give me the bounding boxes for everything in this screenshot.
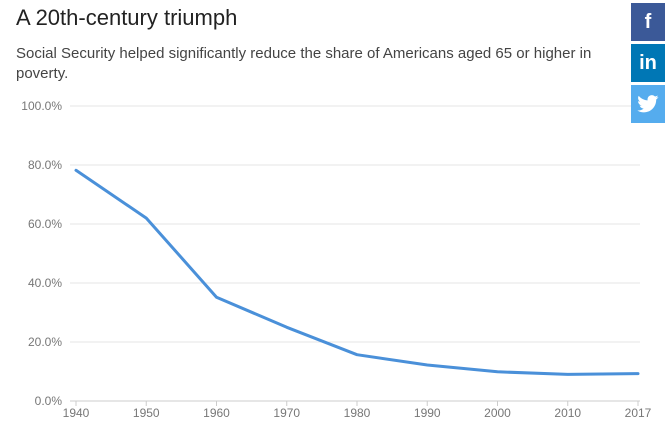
x-tick-label: 1950 (133, 406, 160, 420)
x-tick-label: 1960 (203, 406, 230, 420)
series-line (74, 168, 640, 376)
chart-subtitle: Social Security helped significantly red… (16, 45, 592, 82)
share-twitter-button[interactable] (631, 85, 665, 123)
x-tick-label: 1970 (273, 406, 300, 420)
y-tick-label: 60.0% (28, 217, 62, 231)
facebook-icon: f (644, 11, 652, 33)
chart-title: A 20th-century triumph (16, 5, 238, 30)
share-facebook-button[interactable]: f (631, 3, 665, 41)
y-tick-label: 20.0% (28, 335, 62, 349)
x-tick-label: 1980 (344, 406, 371, 420)
x-tick-label: 2017 (625, 406, 652, 420)
y-tick-label: 40.0% (28, 276, 62, 290)
share-linkedin-button[interactable]: in (631, 44, 665, 82)
y-tick-label: 80.0% (28, 158, 62, 172)
y-tick-label: 100.0% (21, 99, 62, 113)
x-tick-label: 2010 (554, 406, 581, 420)
linkedin-icon: in (639, 52, 657, 74)
x-tick-label: 1940 (63, 406, 90, 420)
twitter-icon (637, 95, 659, 113)
x-tick-label: 2000 (484, 406, 511, 420)
y-tick-label: 0.0% (35, 394, 63, 408)
x-tick-label: 1990 (414, 406, 441, 420)
